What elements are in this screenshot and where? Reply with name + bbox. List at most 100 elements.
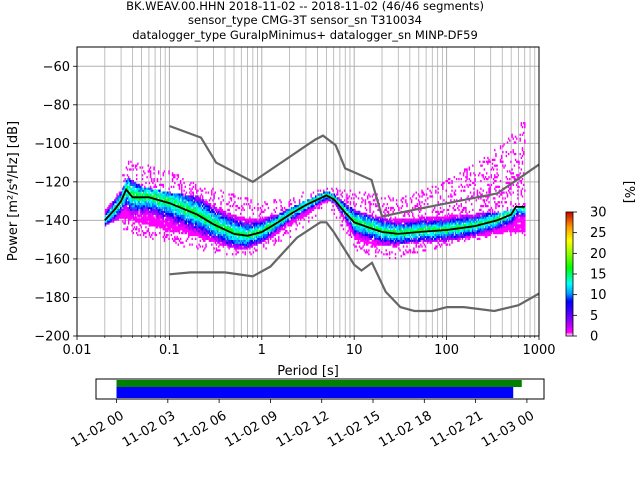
density-cell <box>403 212 406 215</box>
density-cell <box>380 251 383 254</box>
density-cell <box>427 233 429 237</box>
density-cell <box>253 224 256 227</box>
density-cell <box>420 218 422 221</box>
density-cell <box>218 245 220 248</box>
density-cell <box>200 235 203 239</box>
density-cell <box>213 235 215 239</box>
density-cell <box>124 222 126 225</box>
density-cell <box>213 220 215 223</box>
density-cell <box>129 168 131 171</box>
density-cell <box>361 231 363 235</box>
density-cell <box>432 231 435 235</box>
density-cell <box>181 191 183 194</box>
density-cell <box>395 218 398 221</box>
density-cell <box>136 183 138 187</box>
density-cell <box>230 214 233 217</box>
density-cell <box>379 239 382 242</box>
density-cell <box>457 224 459 227</box>
density-cell <box>142 201 145 204</box>
density-cell <box>222 224 225 227</box>
density-cell <box>430 239 432 242</box>
density-cell <box>230 239 233 242</box>
density-cell <box>204 228 206 231</box>
density-cell <box>213 204 215 208</box>
density-cell <box>122 214 124 217</box>
density-cell <box>171 222 174 225</box>
density-cell <box>218 228 220 231</box>
density-cell <box>235 204 237 208</box>
density-cell <box>186 212 189 215</box>
density-cell <box>115 197 117 200</box>
density-cell <box>355 212 357 215</box>
density-cell <box>211 233 213 237</box>
density-cell <box>304 210 307 213</box>
density-cell <box>189 231 191 235</box>
density-cell <box>196 199 198 202</box>
density-cell <box>234 247 236 250</box>
density-cell <box>348 195 350 198</box>
density-cell <box>379 220 382 223</box>
density-cell <box>435 228 437 231</box>
density-cell <box>126 210 129 213</box>
density-cell <box>193 231 196 235</box>
density-cell <box>176 222 178 225</box>
density-cell <box>250 237 252 240</box>
density-cell <box>421 233 423 237</box>
density-cell <box>139 166 141 169</box>
density-cell <box>253 243 256 246</box>
density-cell <box>440 235 443 239</box>
density-cell <box>284 212 287 215</box>
density-cell <box>119 206 122 210</box>
density-cell <box>236 228 238 231</box>
density-cell <box>220 201 222 204</box>
density-cell <box>140 220 143 223</box>
density-cell <box>125 208 128 212</box>
density-cell <box>140 203 143 206</box>
density-cell <box>409 222 412 225</box>
density-cell <box>390 235 392 239</box>
density-cell <box>393 218 396 221</box>
density-cell <box>424 231 427 235</box>
density-cell <box>175 214 177 217</box>
density-cell <box>304 208 307 212</box>
density-cell <box>291 206 294 210</box>
density-cell <box>432 226 435 229</box>
density-cell <box>177 201 180 204</box>
density-cell <box>162 174 165 177</box>
density-cell <box>321 197 324 200</box>
density-cell <box>325 199 327 202</box>
density-cell <box>175 241 177 244</box>
density-cell <box>130 181 132 185</box>
density-cell <box>412 233 414 237</box>
density-cell <box>349 214 352 217</box>
density-cell <box>449 218 451 221</box>
density-cell <box>163 220 166 223</box>
density-cell <box>205 220 207 223</box>
density-cell <box>166 210 168 213</box>
density-cell <box>348 222 350 225</box>
density-cell <box>201 199 204 202</box>
density-cell <box>252 237 255 240</box>
density-cell <box>239 212 242 215</box>
density-cell <box>442 210 444 213</box>
density-cell <box>280 222 282 225</box>
density-cell <box>212 220 214 223</box>
density-cell <box>207 214 210 217</box>
density-cell <box>127 179 130 183</box>
density-cell <box>272 230 274 233</box>
density-cell <box>192 228 195 231</box>
density-cell <box>151 191 153 194</box>
density-cell <box>408 214 411 217</box>
density-cell <box>187 199 190 202</box>
density-cell <box>303 210 305 213</box>
density-cell <box>159 212 161 215</box>
density-cell <box>458 208 460 212</box>
density-cell <box>208 239 211 242</box>
density-cell <box>457 230 459 233</box>
density-cell <box>457 233 459 237</box>
density-cell <box>281 216 283 219</box>
density-cell <box>407 251 409 254</box>
density-cell <box>248 228 250 231</box>
density-cell <box>154 218 156 221</box>
density-cell <box>107 218 109 221</box>
